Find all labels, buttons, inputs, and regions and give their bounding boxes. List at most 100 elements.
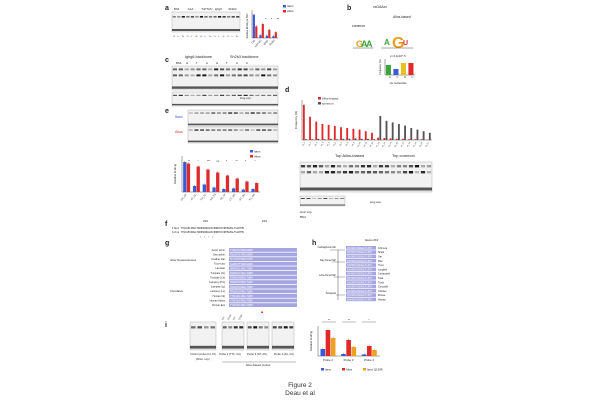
panel-label-c: c <box>165 57 169 64</box>
gel-c-long-band <box>172 94 178 96</box>
gel-c-long-band <box>243 94 248 96</box>
gel-a-lane-label: Ct <box>187 35 190 38</box>
chart-i-bar <box>325 330 331 356</box>
align-h-seq: CHLSNYAISRGALTLRTH <box>347 247 373 250</box>
gel-d-band <box>372 171 378 174</box>
align-h-row-bg <box>346 276 376 280</box>
align-g-seq: TRAQCEVSRGLTQRH <box>230 285 253 289</box>
legend-e-itanx-label: Itanx <box>254 149 261 153</box>
chart-i-bar <box>366 346 372 356</box>
chart-d-bar <box>333 126 336 140</box>
gel-e-ailos-band <box>233 129 238 131</box>
motif-common-label: common <box>352 24 365 28</box>
motif-ailos-letter: A <box>384 38 390 47</box>
align-g-seq: SGDRCEFSRGSSQRH <box>230 262 253 266</box>
chart-e-bar <box>241 189 245 192</box>
chart-d-bar <box>346 128 349 140</box>
chart-i-tick-label: Probe 4 <box>364 358 374 362</box>
chart-d-bar <box>305 139 307 140</box>
gel-e-ailos-band <box>222 129 227 131</box>
legend-d-ailos-label: Ailos-biased <box>322 96 339 100</box>
gel-c-band <box>237 68 242 71</box>
chart-a-tick-label: Ighg6 <box>263 39 270 46</box>
align-g-seq: YTQCAEVSRGLTQRH <box>230 299 253 303</box>
gel-e-ailos-band <box>211 129 216 131</box>
gel-i-probe4-band <box>283 326 288 329</box>
align-f-arrow: ↑ <box>204 235 206 239</box>
gel-a-band <box>181 16 185 18</box>
align-g-row-bg <box>229 271 297 275</box>
chart-e-sig: ** <box>236 159 238 163</box>
gel-c-long-band <box>249 94 254 96</box>
gel-i-probe4-band <box>272 326 277 329</box>
gel-d-band <box>330 171 336 174</box>
gel-c-long-band <box>231 94 236 96</box>
gel-c-band <box>267 74 272 77</box>
align-g-species: Human (Ik) <box>213 295 226 298</box>
legend-d-ailos-swatch <box>318 97 321 100</box>
gel-d-band <box>318 165 324 168</box>
gel-c-band <box>202 68 207 71</box>
gel-d-band <box>348 171 354 174</box>
gel-c-long-exp-label: long exp. <box>240 96 252 100</box>
gel-e-row-itanx: Itanx <box>175 115 183 119</box>
gel-i-control-band <box>210 326 216 329</box>
chart-e-tick-label: AT_CC <box>190 193 197 201</box>
gel-d-short-band <box>317 198 322 199</box>
gel-d-band <box>348 165 354 168</box>
gel-c-band <box>196 68 201 71</box>
align-g-seq: SQVRCELSRGLTQRH <box>230 271 253 275</box>
gel-d-long-label: long exp. <box>370 200 382 204</box>
align-g-row-bg <box>229 294 297 298</box>
gel-c-free-probe <box>172 86 278 89</box>
gel-i-probe3-band <box>253 326 258 329</box>
chart-e-sig: * <box>198 159 199 163</box>
chart-i-tick-label: Probe 3 <box>344 358 354 362</box>
align-f-arrow: ↑ <box>212 235 214 239</box>
chart-e-bar <box>186 163 191 192</box>
gel-c-band <box>249 74 254 77</box>
gel-a-lane-label: Ct <box>227 35 230 38</box>
gel-a-lane-label: Ai <box>209 35 211 38</box>
gel-i-short-exp-label: (Short. exp.) <box>196 357 210 361</box>
align-h-species: Chimera <box>378 247 388 250</box>
gel-d-band <box>306 165 312 168</box>
align-h-row-bg <box>346 250 376 254</box>
chart-d-bar <box>373 139 376 140</box>
gel-c-band <box>172 74 178 77</box>
gel-i-probe3-frame <box>246 321 270 351</box>
gel-e-ailos-frame <box>187 126 279 144</box>
gel-a-lane-label: It <box>191 35 193 38</box>
gel-a-lane-label: It <box>205 35 207 38</box>
gel-a-lane-label: It <box>218 35 220 38</box>
motif-common-letter: A <box>361 39 368 49</box>
gel-c-lane-label: C <box>246 61 248 65</box>
align-g-species: Tuco-tuco <box>214 263 226 266</box>
gel-d-band <box>300 171 306 174</box>
gel-c-lane-label: G <box>186 61 188 65</box>
align-h-species: Lungfish <box>378 268 388 271</box>
align-g-row-bg <box>229 280 297 284</box>
gel-i-probe-label: Probe 3 (GT, AG) <box>247 352 267 356</box>
gel-a-band <box>186 16 190 18</box>
chart-d-bar <box>327 124 330 140</box>
chart-a-tick-label: Sh2b3 <box>269 39 276 47</box>
chart-e-bar <box>225 175 230 192</box>
chart-a-bar <box>274 32 277 38</box>
align-g-species: Tunicate (Cs) <box>210 276 225 279</box>
chart-d-bar <box>354 138 357 140</box>
chart-d-bar <box>352 128 355 140</box>
chart-e-tick-label: GT_GA <box>239 193 247 201</box>
gel-c-long-band <box>261 94 266 96</box>
chart-d-bar <box>410 128 413 140</box>
gel-c-band <box>272 68 278 71</box>
chart-d-bar <box>389 138 392 140</box>
gel-d-free-probe <box>300 187 432 191</box>
gel-d-band <box>330 165 336 168</box>
align-g-group-deut: other Deuterostomes <box>170 258 197 262</box>
align-h-row-bg <box>346 293 376 297</box>
chart-d-bar <box>348 138 351 140</box>
align-g-arrow: ▲ <box>260 309 264 314</box>
gel-e-itanx-band <box>200 112 205 114</box>
align-h-species: Toad <box>378 277 384 280</box>
